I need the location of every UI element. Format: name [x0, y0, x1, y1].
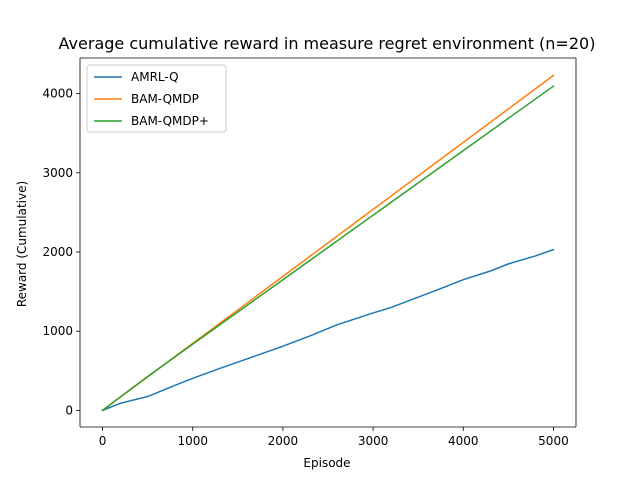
y-tick-label: 0: [65, 403, 73, 417]
legend-label-0: AMRL-Q: [131, 70, 179, 84]
x-tick-label: 4000: [448, 434, 479, 448]
y-tick-label: 4000: [42, 87, 73, 101]
x-tick-label: 0: [99, 434, 107, 448]
legend-box: [86, 64, 227, 133]
legend-label-1: BAM-QMDP: [131, 92, 199, 106]
legend: AMRL-Q BAM-QMDP BAM-QMDP+: [86, 64, 227, 133]
series-line-2: [101, 85, 555, 412]
series-line-0: [101, 248, 555, 412]
series-layer: [101, 74, 555, 412]
x-tick-label: 3000: [358, 434, 389, 448]
x-axis: 0 1000 2000 3000 4000 5000: [99, 427, 569, 448]
y-tick-label: 1000: [42, 324, 73, 338]
y-tick-label: 3000: [42, 166, 73, 180]
y-axis-label: Reward (Cumulative): [15, 181, 29, 307]
x-tick-label: 1000: [177, 434, 208, 448]
y-tick-label: 2000: [42, 245, 73, 259]
x-tick-label: 2000: [268, 434, 299, 448]
x-axis-label: Episode: [303, 456, 350, 470]
chart-title: Average cumulative reward in measure reg…: [59, 34, 596, 53]
axes-frame: [79, 57, 577, 428]
x-tick-label: 5000: [538, 434, 569, 448]
legend-label-2: BAM-QMDP+: [131, 114, 209, 128]
y-axis: 0 1000 2000 3000 4000: [42, 87, 80, 417]
